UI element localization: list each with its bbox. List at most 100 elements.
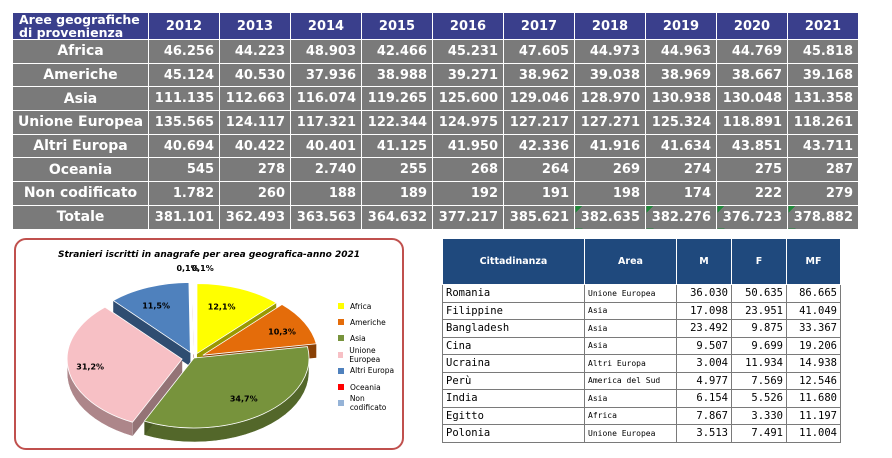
female-cell: 23.951: [731, 301, 787, 320]
female-cell: 5.526: [731, 389, 787, 408]
table-cell: 188: [290, 181, 362, 206]
female-cell: 7.491: [731, 424, 787, 443]
area-cell: America del Sud: [584, 371, 677, 390]
area-cell: Asia: [584, 336, 677, 355]
table-row: Filippine Asia 17.098 23.951 41.049: [442, 301, 841, 320]
table-cell: 269: [574, 157, 646, 183]
table-cell: 119.265: [361, 86, 433, 112]
table-cell: 124.975: [432, 110, 504, 135]
legend-item: Asia: [338, 330, 402, 346]
table-cell: 130.938: [645, 86, 717, 112]
year-header: 2018: [574, 12, 646, 40]
chart-legend: Africa Americhe Asia Unione Europea Altri Eu…: [338, 298, 402, 412]
table-cell: 41.634: [645, 133, 717, 159]
male-col-header: M: [676, 238, 732, 285]
table-cell: 377.217: [432, 204, 504, 230]
country-cell: Ucraina: [442, 354, 585, 373]
legend-swatch: [338, 384, 344, 391]
total-col-header: MF: [786, 238, 841, 285]
table-cell: 222: [716, 181, 788, 206]
total-cell: 12.546: [786, 371, 841, 390]
table-cell: 125.324: [645, 110, 717, 135]
table-row: Perù America del Sud 4.977 7.569 12.546: [442, 371, 841, 390]
table-cell: 2.740: [290, 157, 362, 183]
table-cell: 41.950: [432, 133, 504, 159]
year-header: 2012: [148, 12, 220, 40]
top-table-header-row: Aree geografiche di provenienza 2012 201…: [12, 12, 859, 40]
table-cell: 255: [361, 157, 433, 183]
legend-item: Altri Europa: [338, 363, 402, 379]
row-label: Non codificato: [12, 181, 149, 206]
table-cell: 382.635: [574, 204, 646, 230]
legend-label: Unione Europea: [349, 345, 381, 364]
male-cell: 4.977: [676, 371, 732, 390]
country-cell: Perù: [442, 371, 585, 390]
area-cell: Unione Europea: [584, 284, 677, 303]
table-cell: 40.694: [148, 133, 220, 159]
table-cell: 189: [361, 181, 433, 206]
pie-slice: [192, 283, 195, 355]
area-cell: Africa: [584, 406, 677, 425]
total-cell: 11.004: [786, 424, 841, 443]
legend-swatch: [338, 303, 344, 310]
total-cell: 41.049: [786, 301, 841, 320]
table-cell: 45.124: [148, 62, 220, 88]
pie-slice: [66, 306, 183, 423]
legend-swatch: [338, 400, 344, 407]
table-cell: 268: [432, 157, 504, 183]
table-cell: 45.818: [787, 39, 859, 64]
citizenship-table: Cittadinanza Area M F MF Romania Unione E…: [442, 238, 841, 443]
pie-slice: [143, 346, 310, 429]
year-header: 2013: [219, 12, 291, 40]
table-cell: 260: [219, 181, 291, 206]
table-cell: 44.973: [574, 39, 646, 64]
table-row: Asia 111.135 112.663 116.074 119.265 125.600 1…: [12, 86, 859, 112]
table-cell: 191: [503, 181, 575, 206]
legend-swatch: [338, 351, 344, 358]
table-cell: 129.046: [503, 86, 575, 112]
country-cell: Polonia: [442, 424, 585, 443]
table-cell: 38.667: [716, 62, 788, 88]
country-cell: Egitto: [442, 406, 585, 425]
table-cell: 131.358: [787, 86, 859, 112]
year-header: 2019: [645, 12, 717, 40]
table-cell: 39.271: [432, 62, 504, 88]
top-table-body: Africa 46.256 44.223 48.903 42.466 45.231 47.6…: [12, 39, 859, 230]
legend-swatch: [338, 319, 344, 326]
pie-chart: 12,1% 10,3% 34,7% 31,2% 11,5% 0,1%0,1%: [66, 264, 317, 443]
area-cell: Altri Europa: [584, 354, 677, 373]
citizenship-header-row: Cittadinanza Area M F MF: [442, 238, 841, 285]
table-cell: 48.903: [290, 39, 362, 64]
table-cell: 363.563: [290, 204, 362, 230]
citizenship-col-header: Cittadinanza: [442, 238, 585, 285]
table-row: Altri Europa 40.694 40.422 40.401 41.125 41.9…: [12, 133, 859, 159]
total-row: Totale 381.101 362.493 363.563 364.632 377.21…: [12, 204, 859, 230]
table-row: Americhe 45.124 40.530 37.936 38.988 39.271 38…: [12, 62, 859, 88]
table-cell: 39.038: [574, 62, 646, 88]
table-cell: 376.723: [716, 204, 788, 230]
table-cell: 378.882: [787, 204, 859, 230]
table-cell: 117.321: [290, 110, 362, 135]
row-label: Africa: [12, 39, 149, 64]
female-cell: 9.875: [731, 319, 787, 338]
table-cell: 42.336: [503, 133, 575, 159]
table-cell: 116.074: [290, 86, 362, 112]
country-cell: Cina: [442, 336, 585, 355]
female-cell: 50.635: [731, 284, 787, 303]
table-cell: 122.344: [361, 110, 433, 135]
table-row: Polonia Unione Europea 3.513 7.491 11.004: [442, 424, 841, 443]
table-cell: 46.256: [148, 39, 220, 64]
table-cell: 274: [645, 157, 717, 183]
row-label: Oceania: [12, 157, 149, 183]
female-col-header: F: [731, 238, 787, 285]
table-cell: 130.048: [716, 86, 788, 112]
year-header: 2015: [361, 12, 433, 40]
legend-item: Americhe: [338, 314, 402, 330]
pie-data-label: 0,1%: [176, 264, 198, 273]
row-label: Asia: [12, 86, 149, 112]
table-row: Bangladesh Asia 23.492 9.875 33.367: [442, 319, 841, 338]
table-cell: 287: [787, 157, 859, 183]
male-cell: 3.004: [676, 354, 732, 373]
total-cell: 11.680: [786, 389, 841, 408]
male-cell: 7.867: [676, 406, 732, 425]
